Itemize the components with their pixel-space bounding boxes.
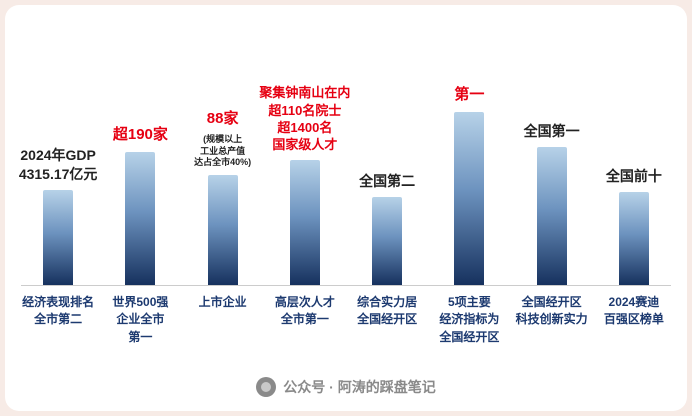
bar-category-label: 经济表现排名 全市第二	[22, 295, 95, 327]
bars-row: 2024年GDP 4315.17亿元 超190家 88家 (规模以上 工业总产值 达占…	[13, 15, 679, 285]
bar-column: 全国第二	[346, 15, 428, 285]
bar-column: 88家 (规模以上 工业总产值 达占全市40%)	[182, 15, 264, 285]
watermark-logo-icon	[256, 377, 277, 397]
bar-category-label: 综合实力居 全国经开区	[357, 295, 418, 327]
bar	[125, 152, 156, 285]
bar	[372, 197, 403, 285]
bar-category-label: 高层次人才 全市第一	[274, 295, 335, 327]
bar-column: 聚集钟南山在内 超110名院士 超1400名 国家级人才	[259, 15, 350, 285]
bar	[618, 192, 649, 285]
bar-sub-label: (规模以上 工业总产值 达占全市40%)	[194, 133, 252, 168]
bar-category-label: 世界500强 企业全市 第一	[112, 295, 169, 344]
bar-column: 超190家	[99, 15, 181, 285]
bar	[43, 190, 74, 285]
bar-column: 全国第一	[511, 15, 593, 285]
bar-value-label: 全国第二	[359, 172, 416, 189]
bar-column: 第一	[428, 15, 510, 285]
bar-value-label: 超190家	[112, 126, 168, 144]
bar	[536, 147, 567, 285]
bar-value-label: 全国第一	[523, 122, 580, 139]
bar-column: 2024年GDP 4315.17亿元	[17, 15, 99, 285]
categories-row: 经济表现排名 全市第二 世界500强 企业全市 第一 上市企业 高层次人才 全市第一综…	[13, 286, 679, 346]
bar	[454, 112, 485, 285]
bar-category-label: 全国经开区 科技创新实力	[515, 295, 588, 327]
bar-column: 全国前十	[593, 15, 675, 285]
bar-category-label: 5项主要 经济指标为 全国经开区	[439, 295, 500, 344]
bar	[207, 175, 238, 285]
bar-value-label: 聚集钟南山在内 超110名院士 超1400名 国家级人才	[259, 85, 351, 152]
bar	[289, 160, 320, 285]
watermark: 公众号 · 阿涛的踩盘笔记	[13, 377, 679, 405]
bar-category-label: 上市企业	[198, 295, 247, 309]
bar-value-label: 第一	[454, 86, 485, 104]
baseline	[21, 285, 671, 286]
bar-category-label: 2024赛迪 百强区榜单	[603, 295, 664, 327]
bar-value-label: 2024年GDP 4315.17亿元	[18, 147, 98, 182]
chart-card: 2024年GDP 4315.17亿元 超190家 88家 (规模以上 工业总产值 达占…	[5, 5, 687, 411]
watermark-text: 公众号 · 阿涛的踩盘笔记	[283, 379, 436, 395]
bar-value-label: 88家	[206, 110, 239, 128]
bar-value-label: 全国前十	[605, 167, 662, 184]
